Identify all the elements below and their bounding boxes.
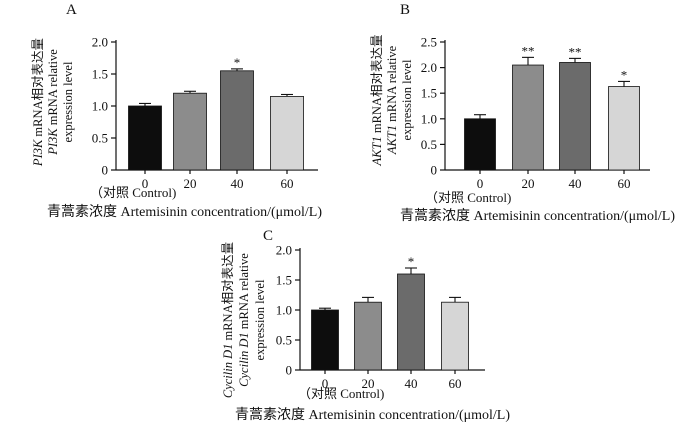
bar-40 [220, 70, 254, 171]
y-tick-label: 2.5 [421, 35, 437, 50]
x-axis-title: 青蒿素浓度 Artemisinin concentration/(μmol/L) [47, 204, 322, 220]
control-label: （对照 Control) [90, 185, 176, 200]
y-axis-title-line: expression level [400, 59, 414, 140]
x-axis-title: 青蒿素浓度 Artemisinin concentration/(μmol/L) [400, 208, 675, 224]
y-axis-title-part: mRNA relative [385, 45, 399, 125]
x-tick-label: 40 [231, 176, 244, 191]
bar-20 [512, 64, 544, 171]
significance-marker: ** [569, 44, 582, 59]
y-axis-title-part: mRNA相对表达量 [221, 242, 235, 344]
y-tick-label: 1.0 [92, 99, 108, 114]
y-axis-title-part: expression level [253, 279, 267, 360]
bar-60 [441, 301, 469, 371]
panel-label: A [66, 2, 77, 18]
bar-40 [397, 273, 425, 371]
bar-60 [270, 96, 304, 171]
y-tick-label: 0 [286, 363, 293, 378]
bar-20 [173, 92, 207, 171]
bar-0 [464, 118, 496, 171]
y-tick-label: 0 [102, 163, 109, 178]
x-axis-title: 青蒿素浓度 Artemisinin concentration/(μmol/L) [235, 407, 510, 423]
y-tick-label: 1.0 [421, 111, 437, 126]
y-axis-title-part: expression level [400, 59, 414, 140]
chart-panel-a: A 0 0.5 1.0 1.5 2.0 0 20 * 40 60 （对照 Control) 青蒿素浓度 … [31, 2, 322, 220]
x-tick-label: 0 [477, 176, 484, 191]
y-tick-label: 1.5 [421, 86, 437, 101]
x-tick-label: 20 [522, 176, 535, 191]
y-axis-title-line: PI3K mRNA relative [46, 49, 60, 156]
y-axis-title-part: mRNA相对表达量 [370, 35, 384, 137]
control-label: （对照 Control) [425, 190, 511, 205]
y-tick-label: 1.5 [276, 273, 292, 288]
y-tick-label: 0.5 [276, 333, 292, 348]
bar-0 [128, 105, 162, 171]
y-tick-label: 2.0 [276, 243, 292, 258]
y-tick-label: 1.0 [276, 303, 292, 318]
x-tick-label: 40 [405, 376, 418, 391]
control-label: （对照 Control) [298, 386, 384, 401]
x-tick-label: 0 [142, 176, 149, 191]
y-axis-title-part: Cycilin D1 [237, 332, 251, 387]
bar-40 [559, 62, 591, 171]
bar-60 [608, 86, 640, 171]
y-axis-title-part: expression level [61, 61, 75, 142]
y-tick-label: 1.5 [92, 67, 108, 82]
significance-marker: * [408, 254, 415, 269]
y-axis-title-part: mRNA relative [46, 49, 60, 129]
panel-label: C [263, 228, 273, 244]
significance-marker: * [621, 67, 628, 82]
significance-marker: * [234, 55, 241, 70]
x-tick-label: 60 [618, 176, 631, 191]
y-axis-title-line: AKT1 mRNA relative [385, 45, 399, 155]
y-tick-label: 0.5 [421, 137, 437, 152]
y-axis-title-line: Cycilin D1 mRNA relative [237, 253, 251, 387]
y-axis-title-part: PI3K [31, 139, 45, 167]
bar-0 [311, 309, 339, 371]
y-axis-title-line: expression level [253, 279, 267, 360]
x-tick-label: 20 [362, 376, 375, 391]
x-tick-label: 40 [569, 176, 582, 191]
y-axis-title-line: PI3K mRNA相对表达量 [31, 38, 45, 167]
x-tick-label: 0 [322, 376, 329, 391]
chart-panel-b: B 0 0.5 1.0 1.5 2.0 2.5 0 ** 20 ** 40 * 60 （对照 Control… [370, 2, 675, 224]
significance-marker: ** [522, 43, 535, 58]
chart-panel-c: C 0 0.5 1.0 1.5 2.0 0 20 * 40 60 （对照 Control) 青蒿素浓度 … [221, 228, 510, 423]
x-tick-label: 20 [184, 176, 197, 191]
y-axis-title-part: mRNA relative [237, 253, 251, 333]
y-tick-label: 0 [431, 163, 438, 178]
y-tick-label: 2.0 [421, 60, 437, 75]
y-axis-title-part: Cycilin D1 [221, 344, 235, 399]
y-axis-title-part: AKT1 [385, 125, 399, 155]
y-axis-title-part: AKT1 [370, 136, 384, 166]
y-tick-label: 0.5 [92, 131, 108, 146]
x-tick-label: 60 [449, 376, 462, 391]
panel-label: B [400, 2, 410, 18]
y-tick-label: 2.0 [92, 35, 108, 50]
y-axis-title-line: Cycilin D1 mRNA相对表达量 [221, 242, 235, 398]
bar-20 [354, 301, 382, 371]
x-tick-label: 60 [281, 176, 294, 191]
y-axis-title-part: mRNA相对表达量 [31, 38, 45, 140]
y-axis-title-line: expression level [61, 61, 75, 142]
y-axis-title-part: PI3K [46, 128, 60, 156]
y-axis-title-line: AKT1 mRNA相对表达量 [370, 35, 384, 167]
